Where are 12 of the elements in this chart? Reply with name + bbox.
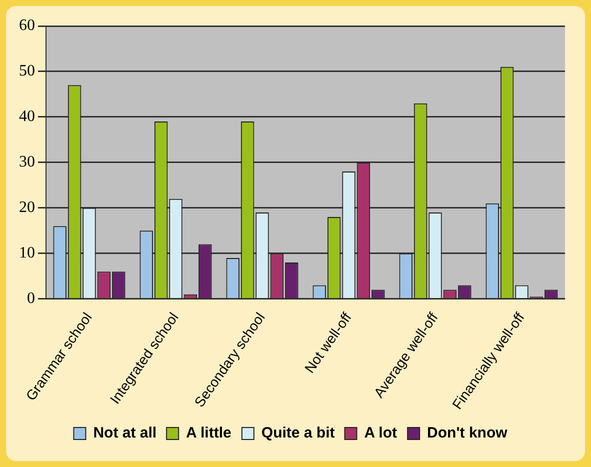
y-tick-label: 40	[19, 108, 35, 126]
legend-label: Quite a bit	[261, 424, 335, 442]
legend-label: Don't know	[427, 424, 508, 442]
y-tick-label: 0	[27, 290, 35, 308]
y-tick-label: 50	[19, 62, 35, 80]
legend-label: A little	[186, 424, 232, 442]
legend-label: Not at all	[93, 424, 157, 442]
y-tick-label: 60	[19, 17, 35, 34]
legend-label: A lot	[364, 424, 398, 442]
y-tick-label: 30	[19, 154, 35, 171]
y-tick-label: 20	[19, 199, 35, 216]
y-tick-label: 10	[19, 244, 35, 262]
